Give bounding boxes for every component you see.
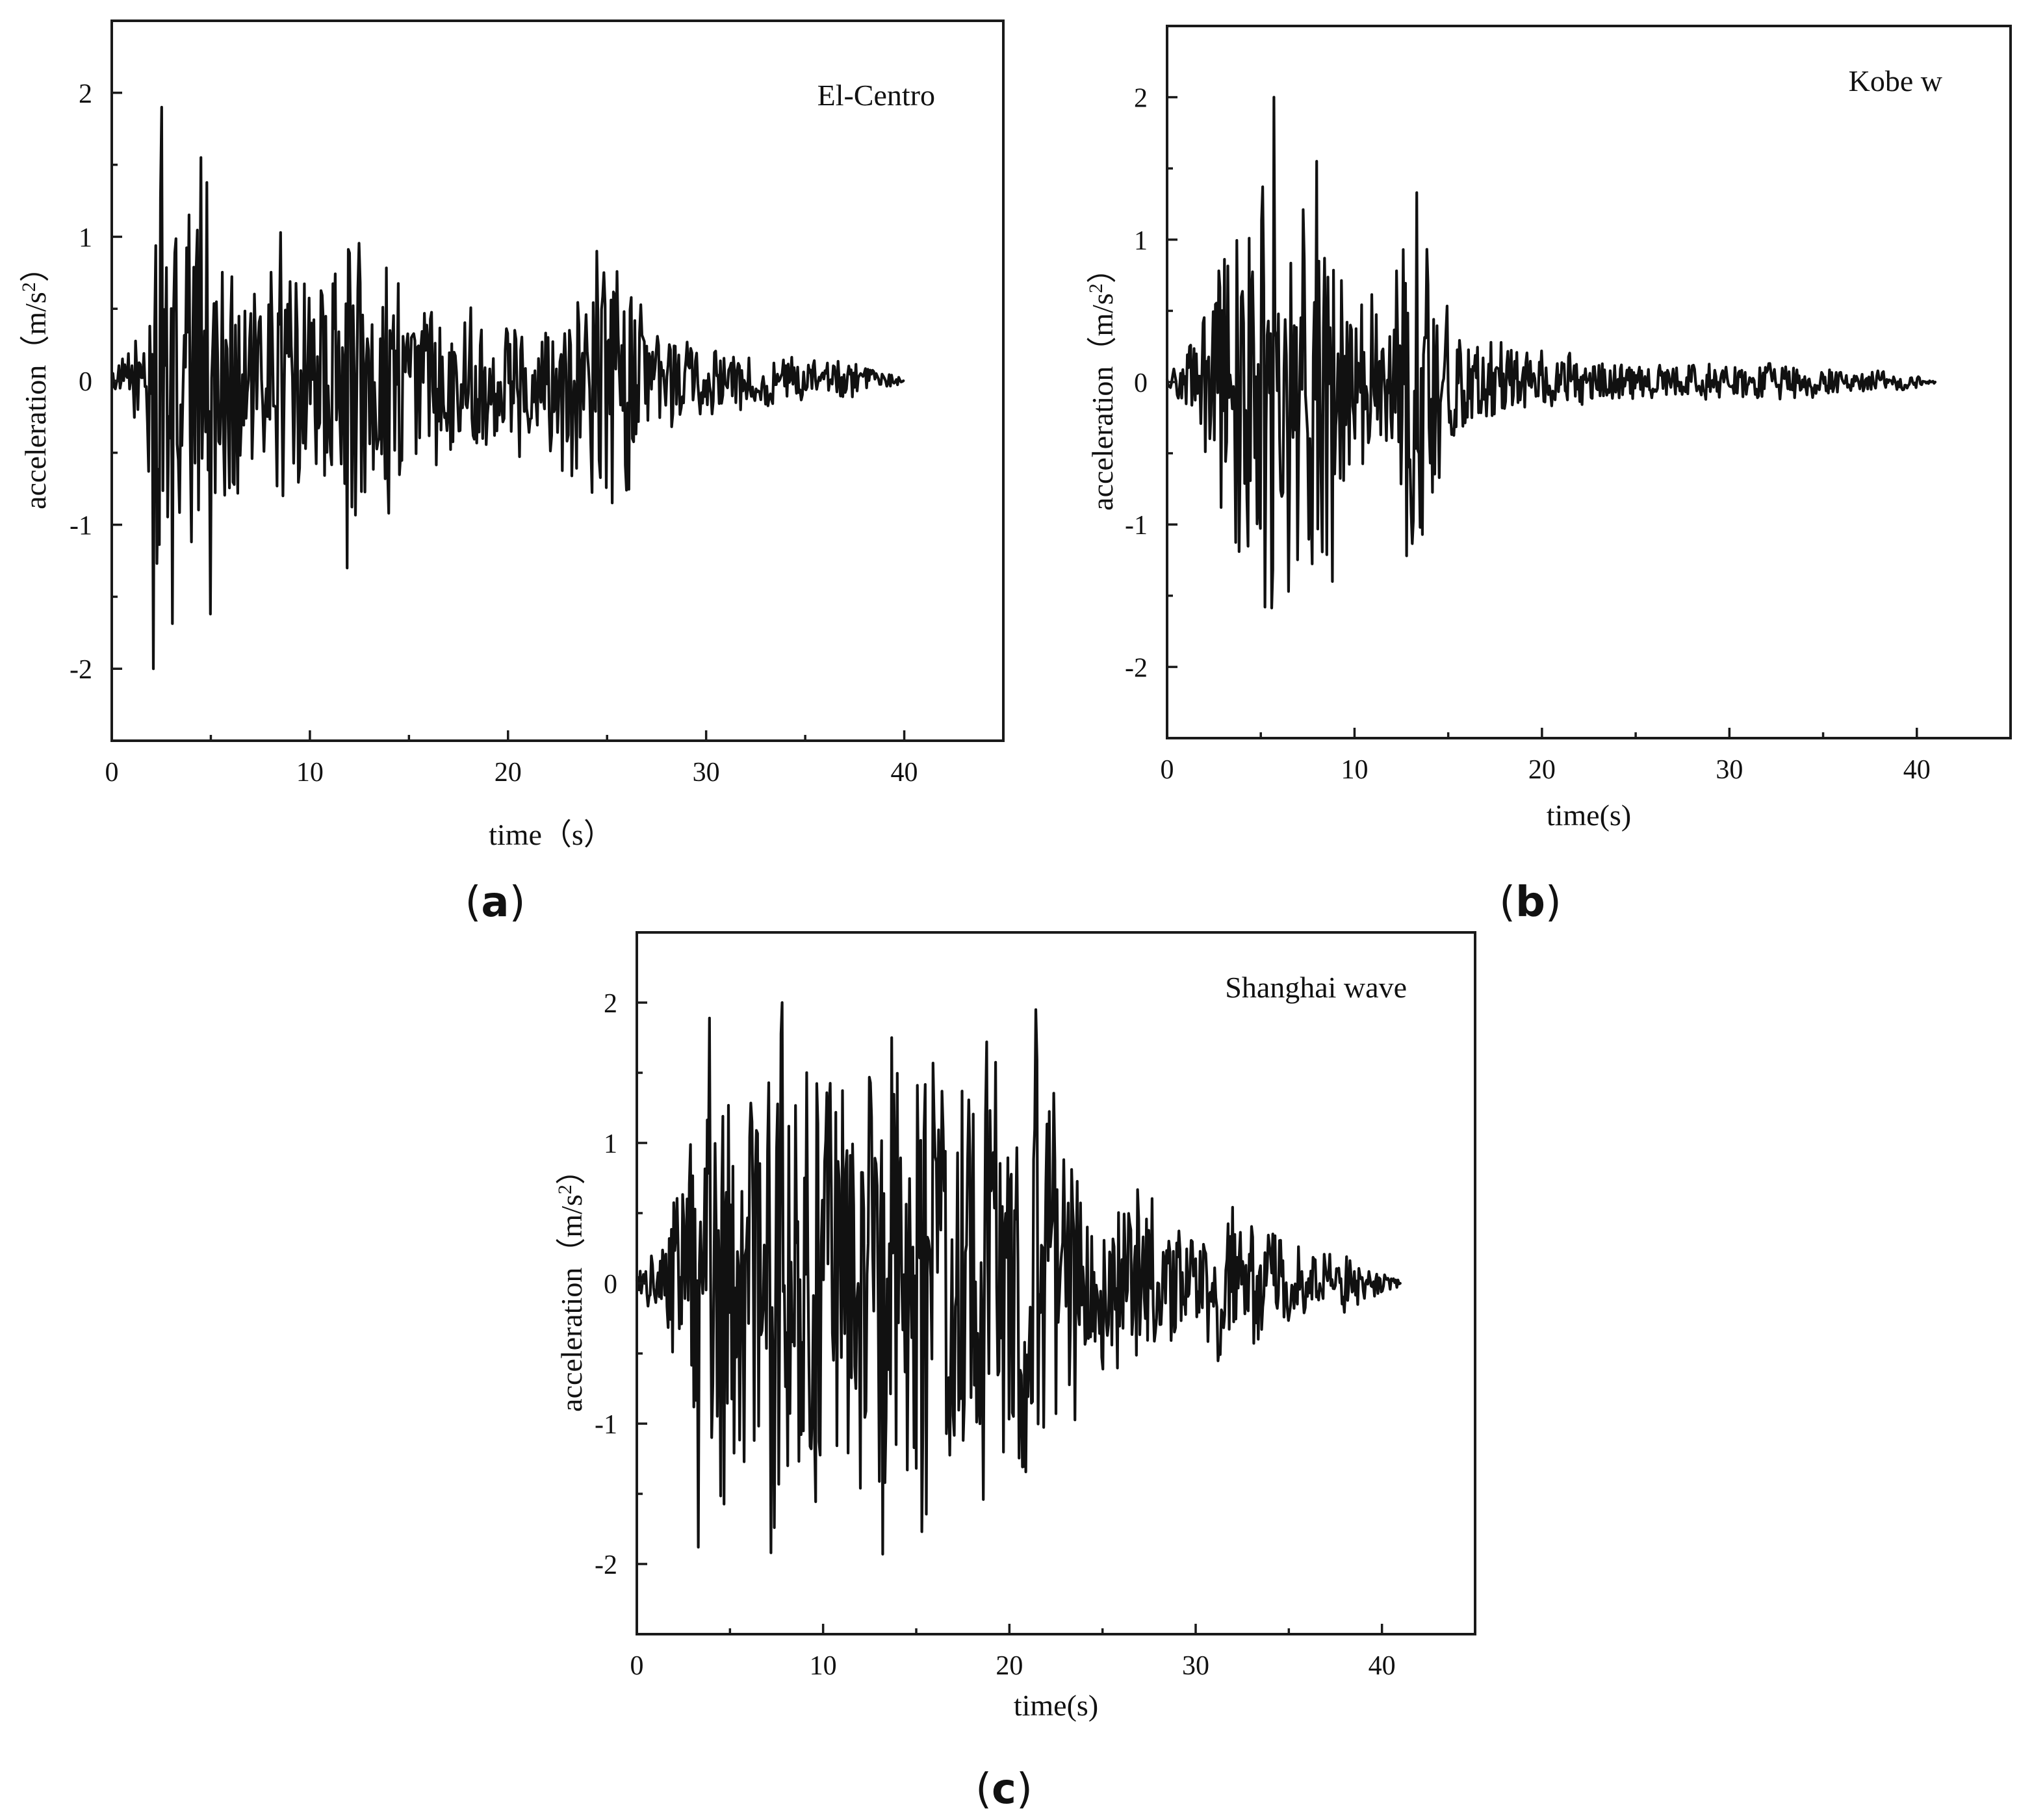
- record-name-annotation: El-Centro: [817, 79, 935, 112]
- record-name-annotation: Shanghai wave: [1225, 971, 1407, 1004]
- x-tick-label: 0: [105, 758, 119, 788]
- y-tick-label: 2: [604, 989, 617, 1019]
- x-tick-label: 20: [1528, 755, 1556, 785]
- y-tick-label: 1: [79, 223, 92, 253]
- y-tick-label: 1: [604, 1129, 617, 1159]
- x-tick-label: 20: [495, 758, 522, 788]
- x-tick-label: 20: [996, 1651, 1023, 1681]
- y-tick-label: -1: [595, 1410, 617, 1440]
- x-tick-label: 30: [1182, 1651, 1209, 1681]
- acceleration-series-line: [110, 105, 905, 671]
- chart-panel-c: 0 10 20 30 40 -2 -1 0 1 2 time(s) acceleration（m/s2…: [554, 931, 1476, 1814]
- x-tick-label: 30: [693, 758, 720, 788]
- y-tick-label: 2: [79, 79, 92, 109]
- x-tick-label: 0: [630, 1651, 644, 1681]
- panel-label: (a): [465, 878, 525, 927]
- record-name-annotation: Kobe w: [1849, 64, 1943, 97]
- y-tick-label: 0: [79, 367, 92, 397]
- x-tick-label: 0: [1161, 755, 1174, 785]
- y-tick-label: -2: [595, 1550, 617, 1580]
- x-axis-label: time（s）: [489, 818, 613, 851]
- panel-label: (c): [975, 1765, 1033, 1814]
- acceleration-series-line: [635, 1001, 1402, 1556]
- x-tick-label: 40: [891, 758, 918, 788]
- chart-panel-b: 0 10 20 30 40 -2 -1 0 1 2 time(s) acceleration（m/s2…: [1085, 25, 2012, 927]
- y-tick-label: -2: [1125, 653, 1148, 683]
- y-tick-label: 0: [1134, 368, 1148, 398]
- x-tick-label: 10: [1341, 755, 1368, 785]
- y-tick-label: -1: [1125, 511, 1148, 541]
- y-tick-label: -1: [70, 511, 92, 541]
- x-tick-label: 10: [810, 1651, 837, 1681]
- panel-label: (b): [1499, 878, 1562, 927]
- x-axis-label: time(s): [1014, 1689, 1098, 1722]
- x-axis-label: time(s): [1547, 799, 1631, 832]
- x-tick-label: 40: [1369, 1651, 1396, 1681]
- x-tick-label: 10: [296, 758, 324, 788]
- y-tick-label: -2: [70, 655, 92, 685]
- y-axis-label: acceleration（m/s2）: [18, 252, 52, 509]
- y-axis-label: acceleration（m/s2）: [1085, 253, 1119, 511]
- y-tick-label: 0: [604, 1270, 617, 1300]
- chart-panel-a: 0 10 20 30 40 -2 -1 0 1 2 time（s） acceleration（m/s2…: [18, 19, 1005, 927]
- x-tick-label: 30: [1716, 755, 1743, 785]
- y-tick-label: 2: [1134, 84, 1148, 114]
- acceleration-series-line: [1165, 96, 1937, 609]
- y-tick-label: 1: [1134, 226, 1148, 256]
- y-axis-label: acceleration（m/s2）: [554, 1155, 588, 1412]
- x-tick-label: 40: [1903, 755, 1931, 785]
